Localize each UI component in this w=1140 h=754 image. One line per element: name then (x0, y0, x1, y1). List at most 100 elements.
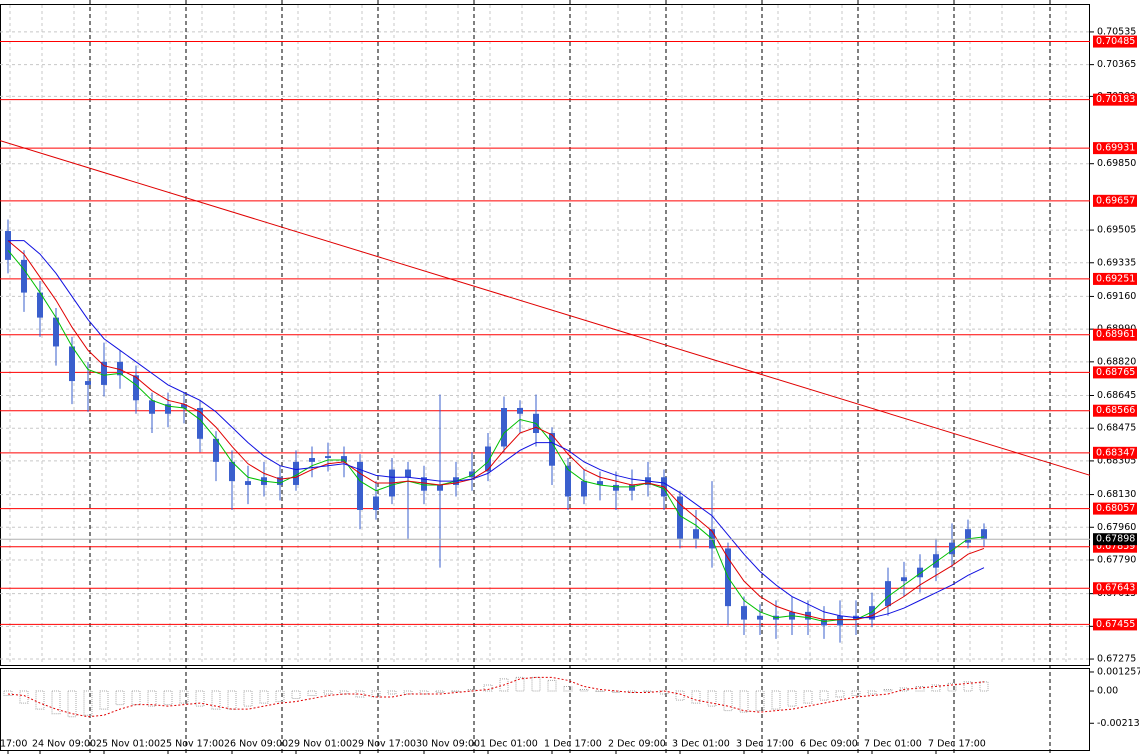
y-tick-label: 0.69335 (1097, 257, 1136, 268)
x-tick-label: 3 Dec 17:00 (736, 739, 794, 750)
histogram-bar (179, 690, 189, 704)
candle-body (85, 381, 91, 385)
moving-average (7, 249, 985, 623)
candle-body (837, 615, 843, 626)
candle-body (821, 619, 827, 626)
histogram-bar (451, 690, 461, 692)
y-tick-label: 0.69160 (1097, 291, 1136, 302)
candle-body (293, 461, 299, 485)
histogram-bar (787, 690, 797, 707)
y-tick-label: 0.001257 (1097, 666, 1140, 677)
level-label-bg (1093, 502, 1137, 515)
histogram-bar (355, 690, 365, 698)
candle-body (21, 259, 27, 293)
candle-body (357, 461, 363, 510)
candle-body (501, 408, 507, 447)
y-tick-label: 0.69850 (1097, 158, 1136, 169)
x-tick-label: 3 Dec 01:00 (672, 739, 730, 750)
candle-body (197, 408, 203, 439)
candle-body (373, 496, 379, 510)
y-tick-label: 0.70535 (1097, 26, 1136, 37)
histogram-bar (595, 690, 605, 692)
y-tick-label: 0.68475 (1097, 423, 1136, 434)
x-tick-label: 25 Nov 17:00 (160, 739, 224, 750)
level-label-bg (1093, 366, 1137, 379)
x-tick-label: 1 Dec 17:00 (544, 739, 602, 750)
candle-body (421, 477, 427, 491)
candle-body (165, 404, 171, 414)
level-label-bg (1093, 446, 1137, 459)
candle-body (245, 481, 251, 485)
trendline (0, 140, 1091, 476)
candle-body (325, 456, 331, 459)
x-tick-label: 1 Dec 01:00 (480, 739, 538, 750)
histogram-bar (755, 690, 765, 712)
histogram-bar (579, 688, 589, 692)
level-label: 0.68347 (1096, 447, 1135, 458)
candle-body (5, 231, 11, 260)
candle-body (901, 577, 907, 582)
histogram-bar (691, 690, 701, 704)
level-label: 0.68057 (1096, 503, 1135, 514)
moving-average (7, 240, 985, 621)
candle-body (741, 606, 747, 620)
candle-body (565, 465, 571, 497)
histogram-bar (211, 690, 221, 710)
last-price-label: 0.67898 (1096, 534, 1135, 545)
histogram-bar (899, 687, 909, 692)
histogram-bar (531, 676, 541, 692)
x-tick-label: 29 Nov 01:00 (288, 739, 352, 750)
candle-body (693, 529, 699, 539)
histogram-bar (131, 690, 141, 706)
x-tick-label: 24 Nov 09:00 (32, 739, 96, 750)
candle-body (549, 433, 555, 466)
level-label-bg (1093, 404, 1137, 417)
candle-body (149, 400, 155, 414)
y-tick-label: 0.68820 (1097, 356, 1136, 367)
candle-body (613, 484, 619, 491)
histogram-bar (339, 690, 349, 695)
level-label: 0.68566 (1096, 405, 1135, 416)
level-label: 0.67859 (1096, 541, 1135, 552)
candle-body (885, 581, 891, 607)
level-label: 0.67643 (1096, 583, 1135, 594)
histogram-bar (515, 676, 525, 692)
y-tick-label: 0.70365 (1097, 59, 1136, 70)
candle-body (629, 484, 635, 491)
histogram-bar (963, 681, 973, 692)
histogram-bar (563, 685, 573, 692)
candle-body (581, 481, 587, 497)
candle-body (485, 446, 491, 472)
histogram-bar (3, 690, 13, 697)
sub-frame (0, 668, 1090, 751)
x-tick-label: 6 Dec 09:00 (800, 739, 858, 750)
histogram-bar (83, 690, 93, 716)
histogram-bar (819, 690, 829, 701)
level-label: 0.68961 (1096, 329, 1135, 340)
candle-body (229, 461, 235, 482)
histogram-bar (259, 690, 269, 704)
histogram-bar (643, 690, 653, 692)
x-tick-label: 2 Dec 09:00 (608, 739, 666, 750)
level-label-bg (1093, 328, 1137, 341)
candle-body (597, 481, 603, 485)
y-tick-label: 0.00 (1097, 685, 1118, 696)
moving-average (8, 240, 985, 619)
candle-body (517, 408, 523, 414)
histogram-bar (723, 690, 733, 712)
level-label: 0.69657 (1096, 195, 1135, 206)
level-label: 0.67455 (1096, 619, 1135, 630)
y-tick-label: -0.002133 (1097, 718, 1140, 729)
level-label-bg (1093, 93, 1137, 106)
histogram-bar (499, 678, 509, 692)
histogram-bar (51, 690, 61, 715)
candle-body (69, 346, 75, 382)
y-tick-label: 0.67275 (1097, 654, 1136, 665)
level-label: 0.70183 (1096, 94, 1135, 105)
candle-body (933, 554, 939, 568)
histogram-bar (35, 690, 45, 710)
candle-body (277, 477, 283, 485)
candle-body (117, 361, 123, 376)
histogram-bar (323, 690, 333, 695)
x-tick-label: 7 Dec 01:00 (864, 739, 922, 750)
